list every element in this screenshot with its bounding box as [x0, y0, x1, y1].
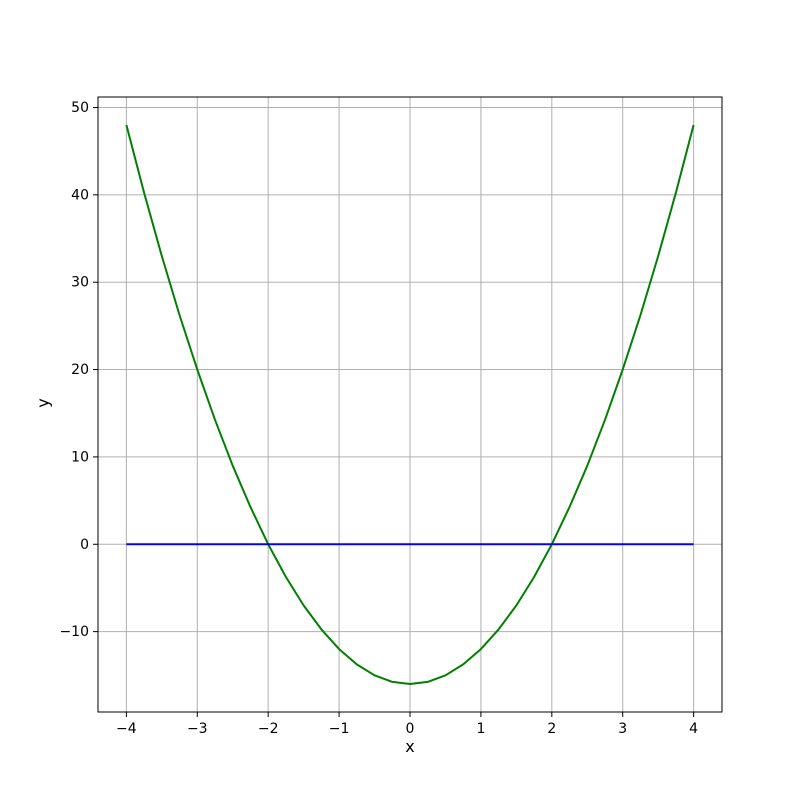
y-tick-label: 10 [71, 449, 89, 465]
y-axis-label: y [33, 398, 53, 408]
y-tick-label: −10 [59, 624, 89, 640]
y-tick-label: 50 [71, 100, 89, 116]
y-tick-label: 40 [71, 187, 89, 203]
y-tick-label: 20 [71, 362, 89, 378]
series-line-0 [125, 124, 695, 685]
x-tick-label: −3 [187, 721, 208, 737]
x-tick-label: −1 [329, 721, 350, 737]
x-axis-label: x [405, 737, 415, 756]
y-tick-label: 0 [80, 537, 89, 553]
x-tick-label: 4 [689, 721, 698, 737]
x-tick-label: 2 [547, 721, 556, 737]
x-tick-label: −4 [116, 721, 137, 737]
x-tick-label: 0 [406, 721, 415, 737]
x-tick-label: 1 [476, 721, 485, 737]
x-tick-label: 3 [618, 721, 627, 737]
y-tick-label: 30 [71, 275, 89, 291]
x-tick-label: −2 [258, 721, 279, 737]
